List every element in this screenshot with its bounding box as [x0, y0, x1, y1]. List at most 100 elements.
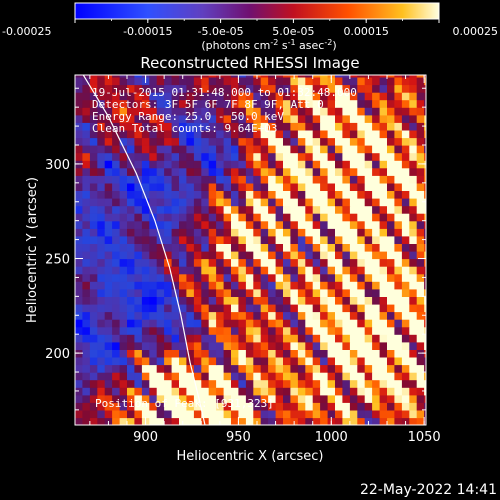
- heatmap-cell: [82, 319, 91, 328]
- heatmap-cell: [171, 417, 180, 425]
- heatmap-cell: [268, 288, 277, 297]
- heatmap-cell: [372, 145, 381, 154]
- heatmap-cell: [245, 266, 254, 275]
- heatmap-cell: [231, 84, 239, 93]
- heatmap-cell: [283, 319, 291, 328]
- heatmap-cell: [260, 349, 269, 358]
- heatmap-cell: [268, 198, 277, 207]
- heatmap-cell: [297, 372, 306, 381]
- heatmap-cell: [216, 281, 225, 290]
- heatmap-cell: [127, 243, 135, 252]
- heatmap-cell: [156, 266, 165, 275]
- heatmap-cell: [89, 175, 98, 184]
- heatmap-cell: [238, 228, 247, 237]
- heatmap-cell: [164, 394, 173, 403]
- heatmap-cell: [119, 235, 128, 244]
- heatmap-cell: [156, 167, 165, 176]
- heatmap-cell: [141, 266, 150, 275]
- heatmap-cell: [104, 273, 113, 282]
- heatmap-cell: [320, 205, 329, 214]
- heatmap-cell: [164, 205, 173, 214]
- heatmap-cell: [127, 258, 135, 267]
- heatmap-cell: [201, 84, 210, 93]
- heatmap-cell: [387, 182, 395, 191]
- heatmap-cell: [171, 137, 180, 146]
- heatmap-cell: [141, 341, 150, 350]
- heatmap-cell: [127, 114, 135, 123]
- heatmap-cell: [283, 152, 291, 161]
- heatmap-cell: [379, 372, 388, 381]
- heatmap-cell: [238, 175, 247, 184]
- heatmap-cell: [424, 99, 426, 108]
- heatmap-cell: [312, 417, 321, 425]
- heatmap-cell: [305, 379, 314, 388]
- heatmap-cell: [312, 387, 321, 396]
- heatmap-cell: [335, 107, 343, 116]
- heatmap-cell: [193, 235, 202, 244]
- heatmap-cell: [164, 356, 173, 366]
- heatmap-cell: [409, 84, 418, 93]
- heatmap-cell: [149, 409, 158, 419]
- heatmap-cell: [112, 319, 121, 328]
- heatmap-cell: [268, 266, 277, 275]
- heatmap-cell: [149, 281, 158, 290]
- heatmap-cell: [268, 175, 277, 184]
- heatmap-cell: [253, 137, 262, 146]
- heatmap-cell: [245, 288, 254, 297]
- heatmap-cell: [268, 394, 277, 403]
- heatmap-cell: [134, 402, 143, 411]
- heatmap-cell: [134, 99, 143, 108]
- heatmap-cell: [394, 152, 403, 161]
- heatmap-cell: [238, 99, 247, 108]
- heatmap-cell: [283, 167, 291, 176]
- heatmap-cell: [216, 175, 225, 184]
- heatmap-cell: [186, 387, 195, 396]
- heatmap-cell: [134, 258, 143, 267]
- heatmap-cell: [253, 220, 262, 229]
- heatmap-cell: [75, 243, 83, 252]
- heatmap-cell: [82, 243, 91, 252]
- heatmap-cell: [401, 296, 410, 305]
- heatmap-cell: [82, 198, 91, 207]
- heatmap-cell: [82, 258, 91, 267]
- heatmap-cell: [409, 145, 418, 154]
- heatmap-cell: [231, 129, 239, 139]
- heatmap-cell: [216, 182, 225, 191]
- heatmap-cell: [379, 213, 388, 222]
- heatmap-cell: [82, 379, 91, 388]
- heatmap-cell: [193, 182, 202, 191]
- heatmap-cell: [312, 92, 321, 101]
- heatmap-cell: [112, 122, 121, 131]
- heatmap-cell: [409, 296, 418, 305]
- heatmap-cell: [312, 235, 321, 244]
- heatmap-cell: [75, 417, 83, 425]
- heatmap-cell: [97, 182, 106, 191]
- heatmap-cell: [335, 250, 343, 260]
- heatmap-cell: [134, 303, 143, 313]
- heatmap-cell: [201, 250, 210, 260]
- heatmap-cell: [141, 205, 150, 214]
- heatmap-cell: [327, 152, 336, 161]
- heatmap-cell: [349, 288, 358, 297]
- heatmap-cell: [253, 160, 262, 169]
- heatmap-cell: [387, 84, 395, 93]
- heatmap-cell: [416, 84, 425, 93]
- heatmap-cell: [297, 76, 306, 86]
- heatmap-cell: [127, 273, 135, 282]
- heatmap-cell: [164, 311, 173, 320]
- heatmap-cell: [171, 349, 180, 358]
- heatmap-cell: [283, 137, 291, 146]
- heatmap-cell: [97, 243, 106, 252]
- heatmap-cell: [104, 99, 113, 108]
- heatmap-cell: [357, 198, 366, 207]
- heatmap-cell: [134, 137, 143, 146]
- heatmap-cell: [112, 288, 121, 297]
- heatmap-cell: [342, 243, 351, 252]
- heatmap-cell: [193, 190, 202, 199]
- heatmap-cell: [127, 379, 135, 388]
- heatmap-cell: [89, 387, 98, 396]
- heatmap-cell: [149, 372, 158, 381]
- heatmap-cell: [275, 379, 284, 388]
- heatmap-cell: [297, 364, 306, 373]
- heatmap-cell: [409, 273, 418, 282]
